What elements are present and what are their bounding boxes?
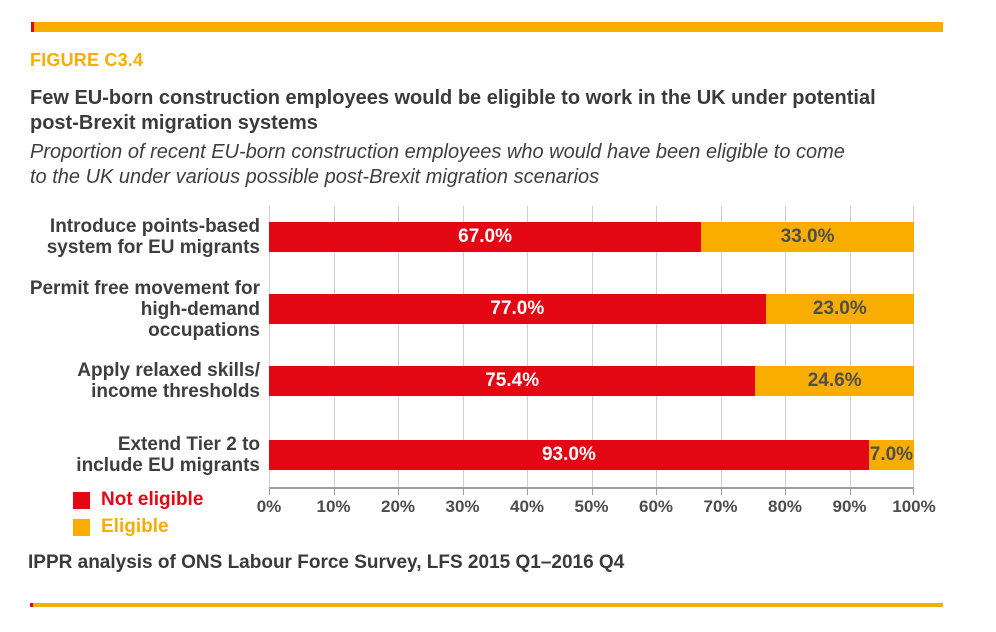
tick-label: 90% [832, 497, 867, 516]
source-note: IPPR analysis of ONS Labour Force Survey… [28, 552, 625, 573]
gridline [462, 206, 464, 488]
eligible-swatch [73, 518, 90, 536]
bar-value-label: 67.0% [458, 226, 512, 247]
tick-mark [591, 489, 593, 495]
gridline [720, 206, 722, 488]
bar-value-label: 7.0% [869, 444, 914, 465]
legend-label: Eligible [101, 516, 169, 537]
bottom-rule-red-sliver [30, 603, 33, 607]
bar-segment-eligible: 24.6% [755, 366, 914, 396]
top-rule [31, 22, 943, 32]
category-label: Introduce points-based system for EU mig… [46, 216, 260, 258]
tick-label: 40% [509, 497, 545, 516]
bar-value-label: 93.0% [541, 444, 596, 465]
tick-label: 70% [703, 497, 738, 516]
chart-row: 77.0% 23.0% [269, 294, 914, 324]
tick-mark [913, 489, 914, 495]
plot-area: 67.0% 33.0% 77.0% 23.0% 75.4% 24.6% 93.0% 7.0% [269, 206, 914, 489]
gridline [398, 206, 399, 488]
figure-label: FIGURE C3.4 [30, 50, 144, 70]
tick-mark [720, 489, 722, 495]
tick-mark [656, 489, 657, 495]
tick-label: 80% [767, 497, 803, 516]
bar-value-label: 24.6% [807, 370, 862, 391]
tick-mark [849, 489, 851, 495]
legend: Not eligible Eligible [73, 489, 204, 537]
chart-row: 67.0% 33.0% [269, 222, 914, 252]
bar-segment-eligible: 33.0% [701, 222, 914, 252]
top-rule-gold-bar [34, 22, 943, 32]
bar-value-label: 23.0% [812, 298, 867, 319]
legend-label: Not eligible [101, 489, 204, 510]
bar-segment-eligible: 23.0% [765, 294, 914, 324]
tick-mark [462, 489, 464, 495]
gridline [527, 206, 528, 488]
legend-item-eligible: Eligible [73, 516, 203, 537]
tick-label: 30% [445, 497, 480, 516]
chart-subtitle: Proportion of recent EU-born constructio… [30, 141, 845, 188]
gridline [849, 206, 851, 488]
category-label: Permit free movement for high-demand occ… [29, 277, 260, 341]
bar-segment-not-eligible: 75.4% [269, 366, 756, 396]
gridline [333, 206, 335, 488]
bar-segment-eligible: 7.0% [868, 440, 914, 470]
tick-label: 60% [638, 497, 674, 516]
tick-label: 50% [574, 497, 609, 516]
category-label: Apply relaxed skills/ income thresholds [77, 360, 260, 402]
bar-segment-not-eligible: 93.0% [269, 440, 869, 470]
gridline [591, 206, 593, 488]
tick-label: 10% [316, 497, 351, 516]
category-label: Extend Tier 2 to include EU migrants [76, 434, 260, 476]
bar-segment-not-eligible: 77.0% [269, 294, 766, 324]
bar-value-label: 33.0% [780, 226, 835, 247]
tick-mark [527, 489, 528, 495]
not-eligible-swatch [73, 491, 90, 509]
tick-mark [333, 489, 335, 495]
tick-mark [785, 489, 786, 495]
x-axis-line [269, 487, 914, 489]
stacked-bar-chart: Introduce points-based system for EU mig… [28, 206, 936, 516]
bottom-rule [30, 603, 943, 607]
tick-label: 0% [256, 497, 282, 516]
tick-mark [398, 489, 399, 495]
gridline [269, 206, 270, 488]
legend-item-not-eligible: Not eligible [73, 489, 204, 510]
bar-segment-not-eligible: 67.0% [269, 222, 702, 252]
tick-mark [269, 489, 270, 495]
tick-label: 100% [892, 497, 936, 516]
bar-value-label: 77.0% [490, 298, 545, 319]
chart-row: 75.4% 24.6% [269, 366, 914, 396]
gridline [785, 206, 786, 488]
gridline [656, 206, 657, 488]
x-axis: 0% 10% 20% 30% 40% 50% 60% 70% 80% 90% 100% [257, 489, 936, 521]
chart-row: 93.0% 7.0% [269, 440, 914, 470]
chart-title: Few EU-born construction employees would… [30, 87, 876, 134]
bar-value-label: 75.4% [485, 370, 540, 391]
bottom-rule-gold-bar [33, 603, 943, 607]
category-label-column: Introduce points-based system for EU mig… [28, 206, 260, 488]
tick-label: 20% [380, 497, 416, 516]
gridline [913, 206, 914, 488]
top-rule-red-sliver [31, 22, 34, 32]
